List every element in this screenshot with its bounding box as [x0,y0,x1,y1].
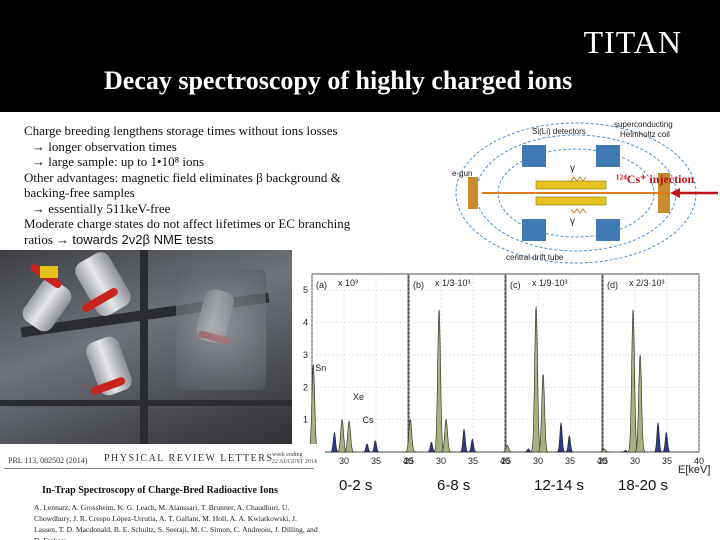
x-tick-label: 35 [662,456,672,466]
y-tick-label: 5 [303,285,308,295]
bullet-line-serif-part: ratios → [24,231,73,247]
x-tick-label: 30 [339,456,349,466]
peak-label: Sn [315,363,326,373]
x-tick-label: 25 [404,456,414,466]
spectrum-peak-xe [362,443,372,453]
panel-label: (a) [316,280,327,290]
gamma-label: γ [570,163,575,174]
slide-title: TITAN [583,24,682,60]
x-tick-label: 40 [597,456,607,466]
spectrum-panel [505,273,603,453]
x-tick-label: 35 [468,456,478,466]
journal-date-line: week ending [272,452,303,458]
injection-label: ¹²⁴Cs⁺ injection [616,172,695,186]
y-tick-label: 3 [303,350,308,360]
slide-subtitle: Decay spectroscopy of highly charged ion… [104,66,573,95]
x-axis-label: E[keV] [678,464,711,476]
time-window-label: 0-2 s [339,477,373,494]
journal-reference: PRL 113, 082502 (2014) [8,456,88,465]
magnet-label: superconducting [614,120,673,129]
gamma-label: γ [570,216,575,227]
spectrum-panel [602,273,700,453]
panel-scale: x 10³ [338,278,358,288]
spectra-svg: counts / 100 eV(a)x 10³2530354012345SnXe… [284,273,704,466]
panel-label: (d) [607,280,618,290]
spectrum-peak-cs [343,420,356,453]
spectrum-panel [408,273,506,453]
panel-label: (b) [413,280,424,290]
bullet-line: → longer observation times [32,138,177,154]
bullet-line: Moderate charge states do not affect lif… [24,216,351,231]
apparatus-photo [0,250,292,460]
article-title: In-Trap Spectroscopy of Charge-Bred Radi… [42,485,278,496]
journal-clip: PRL 113, 082502 (2014) PHYSICAL REVIEW L… [0,444,325,540]
bullet-line: Other advantages: magnetic field elimina… [24,169,341,185]
journal-date-line: 22 AUGUST 2014 [272,459,317,465]
peak-label: Xe [353,392,364,402]
bullet-line: backing-free samples [24,185,135,200]
time-window-label: 6-8 s [437,477,471,494]
bullet-line-sans-part: towards 2ν2β NME tests [72,231,214,247]
bullet-line: ratios → towards 2ν2β NME tests [24,232,449,248]
drift-tube-label: central drift tube [506,253,564,262]
spectrum-peak-cs [634,354,647,453]
x-tick-label: 35 [565,456,575,466]
spectrum-peak-sn [404,418,417,453]
spectrum-peak-cs [537,374,550,453]
time-window-label: 12-14 s [534,477,585,494]
peak-label: Cs [363,415,374,425]
trap-diagram-graphic [455,122,718,264]
journal-name: PHYSICAL REVIEW LETTERS [104,453,274,464]
bullet-line: → essentially 511keV-free [32,200,171,216]
x-tick-label: 30 [436,456,446,466]
x-tick-label: 30 [533,456,543,466]
journal-divider [4,468,314,469]
spectra-chart: counts / 100 eV(a)x 10³2530354012345SnXe… [278,266,720,482]
y-tick-label: 1 [303,415,308,425]
time-window-label: 18-20 s [618,477,669,494]
panel-scale: x 1/9·10³ [532,278,568,288]
panel-scale: x 1/3·10³ [435,278,471,288]
egun-label: e-gun [452,169,473,178]
x-tick-label: 40 [403,456,413,466]
spectrum-peak-sn [501,445,513,453]
spectrum-peak-cs [440,418,453,453]
panel-label: (c) [510,280,521,290]
y-tick-label: 4 [303,318,308,328]
trap-diagram: Si(Li) detectors superconducting Helmhol… [448,117,720,269]
spectrum-peak-cs [467,438,477,453]
x-tick-label: 30 [630,456,640,466]
x-tick-label: 40 [694,456,704,466]
x-tick-label: 35 [371,456,381,466]
bullet-list: Charge breeding lengthens storage times … [24,123,449,247]
spectrum-panel [311,273,409,453]
article-authors: A. Lennarz, A. Grossheim, K. G. Leach, M… [34,503,318,540]
panel-scale: x 2/3·10³ [629,278,665,288]
si-detector-label: Si(Li) detectors [532,127,586,136]
x-tick-label: 25 [598,456,608,466]
spectrum-peak-sn [598,448,610,453]
slide-header: TITAN Decay spectroscopy of highly charg… [0,0,720,112]
spectrum-peak-xe [459,428,470,453]
spectrum-peak-cs [370,440,380,453]
bullet-line: → large sample: up to 1•10⁸ ions [32,154,205,169]
x-tick-label: 25 [501,456,511,466]
spectrum-peak-cs [661,431,672,453]
y-tick-label: 2 [303,382,308,392]
x-tick-label: 40 [500,456,510,466]
spectrum-peak-cs [564,435,575,453]
magnet-label: Helmholtz coil [620,130,670,139]
journal-date: week ending 22 AUGUST 2014 [272,452,317,466]
bullet-line: Charge breeding lengthens storage times … [24,123,338,138]
